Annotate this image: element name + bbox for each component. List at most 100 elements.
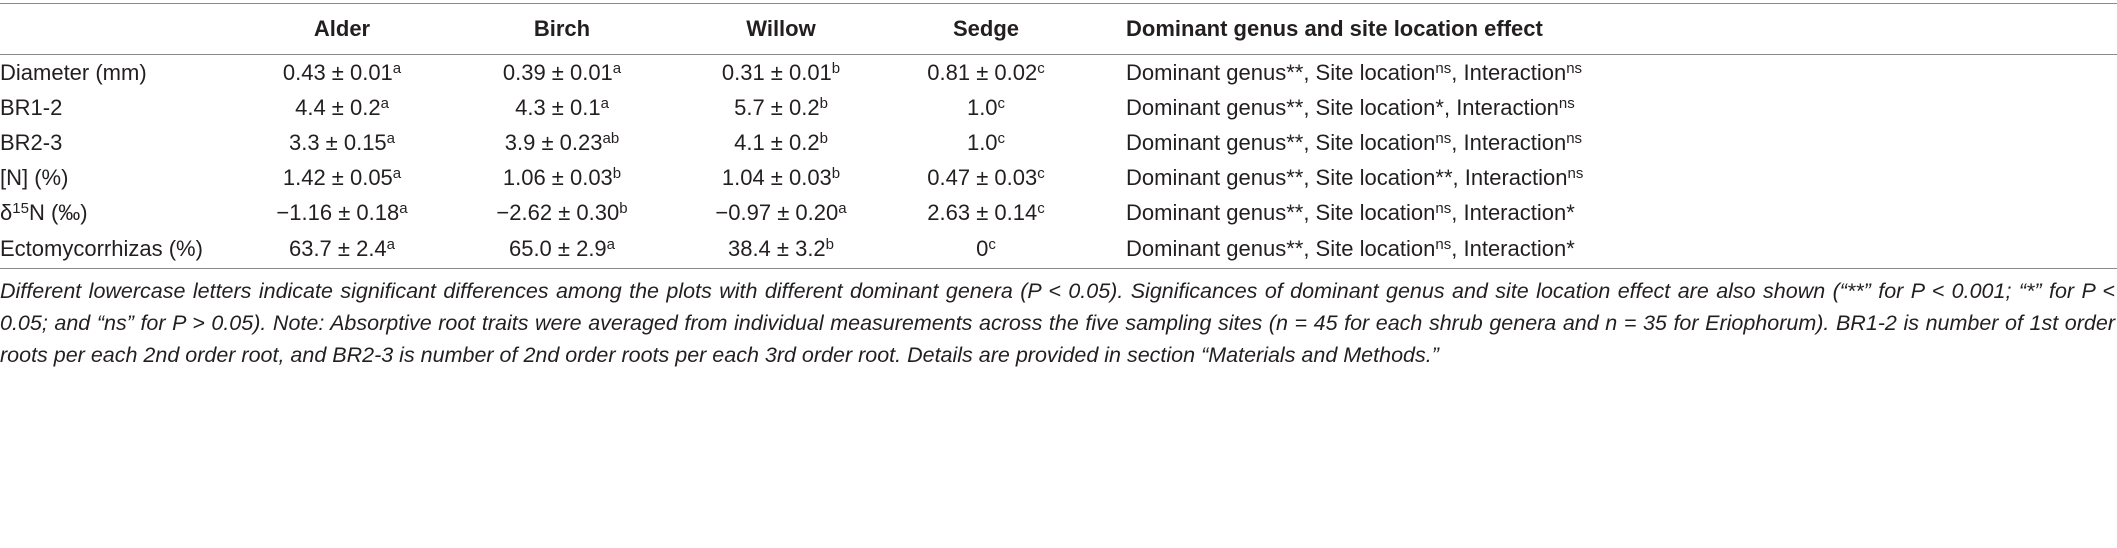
text: 1.0 bbox=[966, 94, 998, 120]
text: Dominant genus**, Site location bbox=[1126, 199, 1436, 225]
superscript: a bbox=[392, 59, 402, 77]
table-note: Different lowercase letters indicate sig… bbox=[0, 279, 2115, 367]
text: Diameter (mm) bbox=[0, 59, 147, 85]
superscript: b bbox=[819, 129, 828, 147]
superscript: a bbox=[399, 199, 408, 217]
value-cell: 1.06 ± 0.03b bbox=[452, 160, 672, 195]
superscript: a bbox=[612, 59, 622, 77]
text: −2.62 ± 0.30 bbox=[496, 199, 620, 225]
value-cell: 1.0c bbox=[890, 90, 1082, 125]
text: 0.43 ± 0.01 bbox=[282, 59, 393, 85]
value-cell: 0.43 ± 0.01a bbox=[232, 55, 452, 91]
text: 0.39 ± 0.01 bbox=[502, 59, 613, 85]
value-cell: 3.3 ± 0.15a bbox=[232, 125, 452, 160]
value-cell: 4.4 ± 0.2a bbox=[232, 90, 452, 125]
text: N (‰) bbox=[28, 199, 88, 225]
column-header: Willow bbox=[672, 3, 890, 55]
superscript: a bbox=[386, 129, 396, 147]
text: 0.47 ± 0.03 bbox=[927, 164, 1038, 190]
text: BR2-3 bbox=[0, 129, 63, 155]
row-label: Ectomycorrhizas (%) bbox=[0, 230, 232, 269]
superscript: c bbox=[997, 94, 1006, 112]
superscript: a bbox=[600, 94, 609, 112]
superscript: ns bbox=[1435, 236, 1452, 253]
value-cell: 1.04 ± 0.03b bbox=[672, 160, 890, 195]
column-header: Sedge bbox=[890, 3, 1082, 55]
header-cell bbox=[0, 3, 232, 55]
text: 0.81 ± 0.02 bbox=[927, 59, 1038, 85]
effect-cell: Dominant genus**, Site locationns, Inter… bbox=[1082, 55, 2117, 91]
table-body: Diameter (mm) 0.43 ± 0.01a 0.39 ± 0.01a 0.3… bbox=[0, 55, 2117, 269]
value-cell: 4.3 ± 0.1a bbox=[452, 90, 672, 125]
table-row: δ15N (‰) −1.16 ± 0.18a −2.62 ± 0.30b −0.97 … bbox=[0, 195, 2117, 230]
text: δ bbox=[0, 199, 13, 225]
text: 1.04 ± 0.03 bbox=[721, 164, 832, 190]
table-row: Ectomycorrhizas (%) 63.7 ± 2.4a 65.0 ± 2.9… bbox=[0, 230, 2117, 269]
row-label: Diameter (mm) bbox=[0, 55, 232, 91]
value-cell: 1.42 ± 0.05a bbox=[232, 160, 452, 195]
effect-cell: Dominant genus**, Site location*, Intera… bbox=[1082, 90, 2117, 125]
row-label: [N] (%) bbox=[0, 160, 232, 195]
superscript: ns bbox=[1435, 129, 1452, 147]
value-cell: 0c bbox=[890, 230, 1082, 269]
value-cell: 63.7 ± 2.4a bbox=[232, 230, 452, 269]
text: 3.3 ± 0.15 bbox=[288, 129, 387, 155]
value-cell: −0.97 ± 0.20a bbox=[672, 195, 890, 230]
superscript: c bbox=[1037, 199, 1045, 217]
table-row: BR2-3 3.3 ± 0.15a 3.9 ± 0.23ab 4.1 ± 0.2b 1.… bbox=[0, 125, 2117, 160]
superscript: b bbox=[612, 164, 622, 182]
column-header: Dominant genus and site location effect bbox=[1082, 3, 2117, 55]
value-cell: 0.81 ± 0.02c bbox=[890, 55, 1082, 91]
table-row: Diameter (mm) 0.43 ± 0.01a 0.39 ± 0.01a 0.3… bbox=[0, 55, 2117, 91]
text: Dominant genus**, Site location bbox=[1126, 236, 1436, 261]
superscript: ns bbox=[1435, 199, 1452, 217]
data-table: Alder Birch Willow Sedge Dominant genus and … bbox=[0, 3, 2117, 269]
text: 5.7 ± 0.2 bbox=[734, 94, 820, 120]
text: 4.3 ± 0.1 bbox=[515, 94, 601, 120]
text: BR1-2 bbox=[0, 94, 63, 120]
superscript: ns bbox=[1558, 94, 1575, 112]
superscript: ns bbox=[1567, 164, 1584, 182]
text: , Interaction* bbox=[1451, 199, 1575, 225]
value-cell: 3.9 ± 0.23ab bbox=[452, 125, 672, 160]
superscript: b bbox=[619, 199, 628, 217]
value-cell: 2.63 ± 0.14c bbox=[890, 195, 1082, 230]
value-cell: 1.0c bbox=[890, 125, 1082, 160]
row-label: δ15N (‰) bbox=[0, 195, 232, 230]
text: 63.7 ± 2.4 bbox=[288, 236, 387, 261]
text: 1.42 ± 0.05 bbox=[282, 164, 393, 190]
superscript: a bbox=[838, 199, 847, 217]
header-row: Alder Birch Willow Sedge Dominant genus and … bbox=[0, 3, 2117, 55]
text: 3.9 ± 0.23 bbox=[504, 129, 603, 155]
text: 4.4 ± 0.2 bbox=[295, 94, 381, 120]
value-cell: 5.7 ± 0.2b bbox=[672, 90, 890, 125]
text: −1.16 ± 0.18 bbox=[276, 199, 400, 225]
value-cell: −1.16 ± 0.18a bbox=[232, 195, 452, 230]
text: Ectomycorrhizas (%) bbox=[0, 236, 203, 261]
superscript: a bbox=[386, 236, 396, 253]
text: −0.97 ± 0.20 bbox=[715, 199, 839, 225]
column-header: Alder bbox=[232, 3, 452, 55]
superscript: b bbox=[831, 59, 841, 77]
text: [N] (%) bbox=[0, 164, 69, 190]
effect-cell: Dominant genus**, Site locationns, Inter… bbox=[1082, 125, 2117, 160]
text: Dominant genus**, Site location bbox=[1126, 59, 1436, 85]
text: Dominant genus**, Site location*, Intera… bbox=[1126, 94, 1559, 120]
value-cell: 38.4 ± 3.2b bbox=[672, 230, 890, 269]
text: , Interaction bbox=[1451, 129, 1567, 155]
text: Dominant genus**, Site location**, Inter… bbox=[1126, 164, 1568, 190]
row-label: BR1-2 bbox=[0, 90, 232, 125]
table-row: [N] (%) 1.42 ± 0.05a 1.06 ± 0.03b 1.04 ± 0.… bbox=[0, 160, 2117, 195]
value-cell: 4.1 ± 0.2b bbox=[672, 125, 890, 160]
superscript: a bbox=[380, 94, 389, 112]
effect-cell: Dominant genus**, Site locationns, Inter… bbox=[1082, 195, 2117, 230]
value-cell: 65.0 ± 2.9a bbox=[452, 230, 672, 269]
column-header: Birch bbox=[452, 3, 672, 55]
text: 38.4 ± 3.2 bbox=[727, 236, 826, 261]
effect-cell: Dominant genus**, Site location**, Inter… bbox=[1082, 160, 2117, 195]
text: Dominant genus**, Site location bbox=[1126, 129, 1436, 155]
superscript: b bbox=[825, 236, 835, 253]
superscript: ns bbox=[1435, 59, 1452, 77]
row-label: BR2-3 bbox=[0, 125, 232, 160]
text: 4.1 ± 0.2 bbox=[734, 129, 820, 155]
